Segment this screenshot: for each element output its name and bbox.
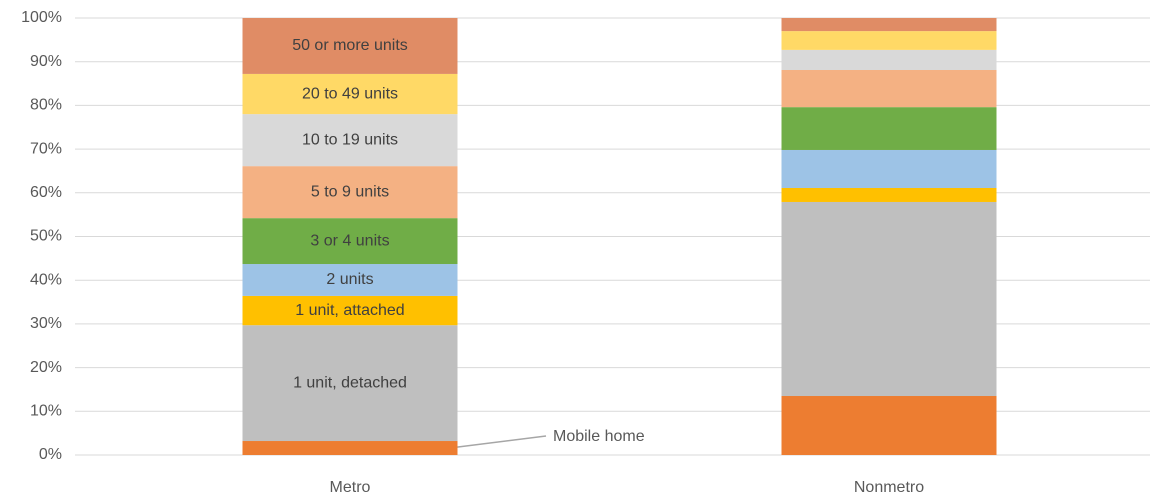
y-tick-label: 90% (30, 53, 62, 70)
segment-label: 3 or 4 units (310, 232, 389, 249)
bar-segment (242, 264, 458, 296)
bar-segment (781, 18, 997, 32)
bar-segment (242, 18, 458, 74)
bar-segment (781, 201, 997, 397)
y-tick-label: 20% (30, 359, 62, 376)
bar-segment (781, 396, 997, 455)
y-tick-label: 30% (30, 315, 62, 332)
y-tick-label: 10% (30, 403, 62, 420)
bar-segment (242, 441, 458, 455)
segment-label: 10 to 19 units (302, 131, 398, 148)
y-tick-label: 70% (30, 140, 62, 157)
segment-label: 1 unit, attached (295, 302, 404, 319)
bar-segment (781, 107, 997, 150)
callout-line (449, 435, 547, 449)
segment-label: 20 to 49 units (302, 85, 398, 102)
x-tick-label: Nonmetro (854, 479, 924, 496)
x-tick-label: Metro (330, 479, 371, 496)
segment-label: 5 to 9 units (311, 183, 389, 200)
y-tick-label: 40% (30, 271, 62, 288)
bar-segment (242, 73, 458, 115)
bar-segment (781, 187, 997, 202)
bar-segment (781, 70, 997, 108)
segment-label: 50 or more units (292, 37, 408, 54)
bar-segment (242, 325, 458, 442)
segment-label: 1 unit, detached (293, 374, 407, 391)
y-tick-label: 80% (30, 97, 62, 114)
bar-segment (242, 114, 458, 167)
bar-segment (781, 149, 997, 188)
segment-label: 2 units (326, 271, 373, 288)
y-tick-label: 60% (30, 184, 62, 201)
bar-segment (242, 295, 458, 326)
y-tick-label: 100% (21, 9, 62, 26)
bar-segment (781, 49, 997, 71)
y-tick-label: 0% (39, 446, 62, 463)
bar-segment (242, 218, 458, 265)
bar-segment (242, 166, 458, 219)
bar-segment (781, 31, 997, 50)
y-tick-label: 50% (30, 228, 62, 245)
callout-label: Mobile home (553, 428, 645, 445)
